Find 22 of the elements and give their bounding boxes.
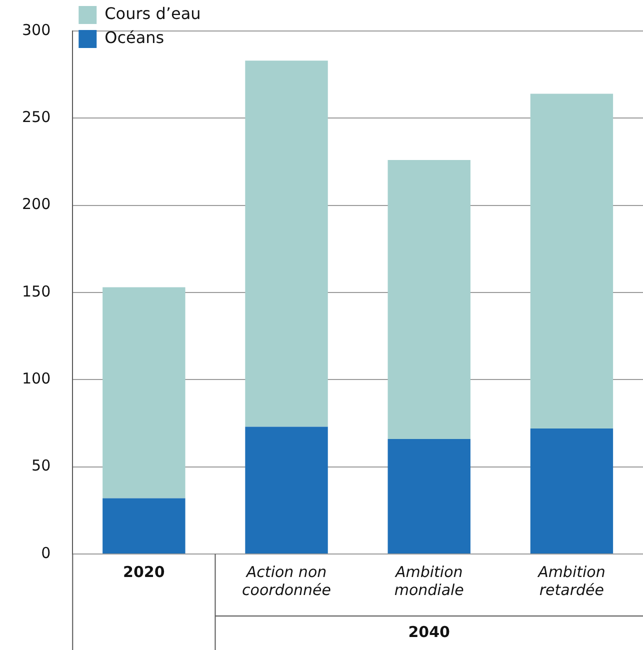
bar — [530, 428, 614, 554]
bar — [388, 438, 470, 554]
bar — [245, 60, 328, 427]
y-tick-label: 300 — [22, 20, 51, 39]
bar — [530, 94, 614, 428]
text: 2040 — [408, 622, 450, 641]
y-tick-label: 200 — [22, 195, 51, 214]
x-tick-label: 2020 — [123, 562, 165, 581]
x-tick-label: Ambition mondiale — [394, 562, 464, 599]
bar — [388, 160, 470, 439]
legend-label: Cours d’eau — [104, 4, 201, 24]
x-tick-label: Ambition retardée — [537, 562, 606, 599]
y-tick-label: 0 — [41, 544, 51, 562]
x-tick-label: Action non coordonnée — [242, 562, 331, 599]
y-tick-label: 150 — [22, 282, 51, 300]
y-tick-label: 250 — [22, 108, 51, 126]
y-tick-label: 50 — [32, 456, 51, 475]
bar — [102, 287, 186, 498]
bar — [245, 426, 328, 554]
legend-label: Océans — [104, 28, 164, 48]
y-tick-label: 100 — [22, 370, 51, 388]
bar — [102, 498, 186, 554]
